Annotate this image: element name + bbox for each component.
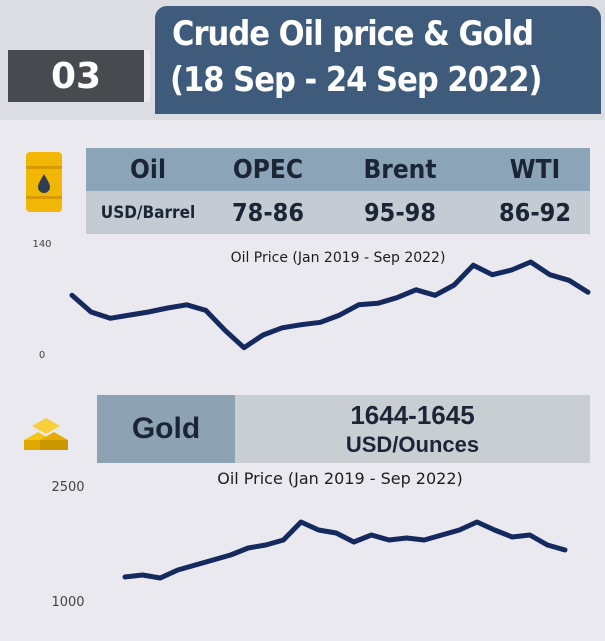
table-cell: OPEC [232, 154, 304, 185]
table-header-row [86, 148, 590, 191]
gold-icon [24, 418, 68, 450]
chart-title: Oil Price (Jan 2019 - Sep 2022) [231, 250, 446, 266]
table-row [86, 191, 590, 234]
barrel-icon [26, 152, 62, 212]
gold-value: 1644-1645 [350, 399, 475, 430]
table-cell: WTI [509, 154, 561, 185]
header-panel [155, 6, 601, 114]
gold-label: Gold [131, 412, 201, 445]
table-cell: Oil [130, 154, 166, 185]
gold-label-box [97, 395, 235, 463]
title-line: Crude Oil price & Gold [172, 14, 534, 54]
chart-title: Oil Price (Jan 2019 - Sep 2022) [217, 469, 463, 488]
table-cell: Brent [363, 154, 437, 185]
table-cell: USD/Barrel [100, 202, 196, 223]
gold-value-box [235, 395, 590, 463]
table-cell: 86-92 [499, 198, 571, 227]
y-tick-label: 1000 [51, 595, 84, 610]
line [122, 519, 568, 581]
y-tick-label: 140 [32, 239, 51, 250]
title-line: (18 Sep - 24 Sep 2022) [170, 60, 543, 100]
y-tick-label: 2500 [51, 480, 84, 495]
line [69, 259, 591, 351]
table-cell: 95-98 [364, 198, 436, 227]
gold-unit: USD/Ounces [345, 432, 480, 457]
table-cell: 78-86 [232, 198, 304, 227]
section-number: 03 [8, 50, 150, 102]
y-tick-label: 0 [39, 350, 45, 361]
